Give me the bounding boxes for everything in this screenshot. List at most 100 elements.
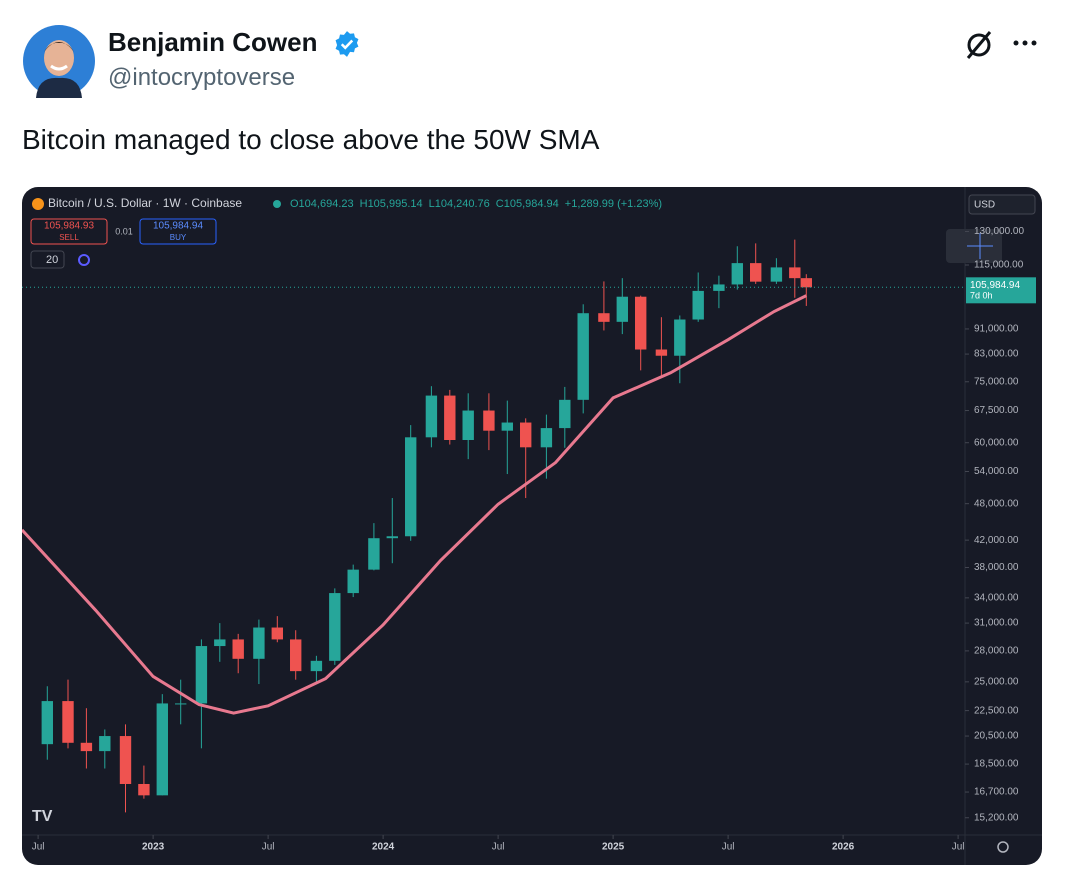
y-tick-label: 75,000.00 — [974, 376, 1019, 387]
x-tick-label: 2025 — [602, 842, 625, 853]
y-tick-label: 31,000.00 — [974, 618, 1019, 629]
candle-body — [692, 290, 704, 320]
verified-badge — [335, 31, 359, 57]
candle-body — [195, 646, 208, 704]
candle-body — [770, 267, 783, 282]
grok-icon[interactable] — [962, 28, 996, 62]
ohlc: O104,694.23 H105,995.14 L104,240.76 C105,98… — [290, 198, 662, 210]
candle-body — [501, 422, 513, 431]
x-tick-label: Jul — [262, 842, 275, 853]
candle-body — [386, 536, 398, 539]
candle-body — [138, 783, 150, 796]
candle-body — [368, 538, 380, 570]
last-price-label: 105,984.94 — [970, 280, 1020, 291]
y-tick-label: 91,000.00 — [974, 324, 1019, 335]
buy-price: 105,984.94 — [153, 221, 203, 232]
candle-body — [80, 742, 93, 752]
y-tick-label: 60,000.00 — [974, 437, 1019, 448]
x-tick-label: Jul — [952, 842, 965, 853]
author-handle[interactable]: @intocryptoverse — [108, 64, 296, 91]
buy-button[interactable] — [139, 218, 217, 245]
sell-button[interactable] — [30, 218, 108, 245]
candle-body — [444, 395, 456, 440]
y-tick-label: 83,000.00 — [974, 349, 1019, 360]
candle-body — [62, 701, 74, 743]
sell-price: 105,984.93 — [44, 221, 94, 232]
candle-body — [41, 701, 53, 745]
y-tick-label: 42,000.00 — [974, 535, 1019, 546]
indicator-toggle[interactable] — [30, 250, 65, 269]
x-tick-label: Jul — [722, 842, 735, 853]
candle-body — [520, 422, 532, 448]
candle-body — [329, 593, 341, 661]
candle-body — [635, 296, 647, 350]
more-icon[interactable] — [1010, 36, 1042, 50]
candle-body — [232, 639, 244, 659]
y-tick-label: 16,700.00 — [974, 787, 1019, 798]
x-tick-label: 2023 — [142, 842, 165, 853]
candle-body — [347, 569, 359, 594]
ohlc-value: C105,984.94 — [496, 198, 559, 210]
candle-body — [800, 278, 812, 288]
y-tick-label: 115,000.00 — [974, 260, 1024, 271]
candle-body — [616, 296, 628, 322]
y-tick-label: 20,500.00 — [974, 731, 1019, 742]
countdown: 7d 0h — [970, 291, 993, 301]
candle-body — [750, 263, 762, 282]
ohlc-value: L104,240.76 — [429, 198, 490, 210]
x-tick-label: Jul — [32, 842, 45, 853]
crosshair-icon — [967, 233, 993, 259]
candle-body — [156, 703, 168, 796]
ohlc-value: H105,995.14 — [360, 198, 423, 210]
candle-body — [540, 428, 553, 448]
buy-label: BUY — [170, 233, 187, 242]
y-tick-label: 34,000.00 — [974, 592, 1019, 603]
ohlc-value: O104,694.23 — [290, 198, 354, 210]
candle-body — [425, 395, 438, 438]
last-price-box — [966, 277, 1036, 304]
change: +1,289.99 (+1.23%) — [565, 198, 662, 210]
y-tick-label: 22,500.00 — [974, 705, 1019, 716]
sma-line — [22, 294, 807, 715]
candle-body — [598, 313, 610, 322]
candle-body — [731, 263, 743, 285]
candle-body — [559, 399, 571, 429]
candle-body — [405, 437, 417, 537]
y-tick-label: 67,500.00 — [974, 405, 1019, 416]
chart-card[interactable]: Bitcoin / U.S. Dollar · 1W · Coinbase O1… — [22, 187, 1042, 865]
y-tick-label: 28,000.00 — [974, 646, 1019, 657]
candle-body — [175, 703, 187, 705]
spread: 0.01 — [115, 226, 133, 236]
tv-logo: TV — [32, 808, 53, 825]
candle-body — [310, 660, 323, 672]
candle-body — [789, 267, 801, 279]
candle-body — [271, 627, 283, 640]
candle-body — [483, 410, 495, 431]
author-name[interactable]: Benjamin Cowen — [108, 27, 318, 57]
sell-label: SELL — [59, 233, 79, 242]
avatar[interactable] — [22, 24, 96, 98]
candle-body — [674, 319, 686, 356]
indicator-icon — [78, 254, 90, 266]
candle-body — [290, 639, 302, 672]
indicator-count: 20 — [46, 254, 58, 266]
y-tick-label: 130,000.00 — [974, 226, 1024, 237]
status-dot — [273, 200, 281, 208]
symbol: Bitcoin / U.S. Dollar · 1W · Coinbase — [48, 196, 242, 210]
btc-icon — [32, 198, 44, 210]
candle-body — [99, 736, 111, 752]
x-tick-label: Jul — [492, 842, 505, 853]
y-tick-label: 38,000.00 — [974, 562, 1019, 573]
chart: Bitcoin / U.S. Dollar · 1W · Coinbase O1… — [22, 187, 1042, 865]
settings-icon[interactable] — [997, 841, 1009, 853]
candle-body — [253, 627, 265, 659]
tweet-text: Bitcoin managed to close above the 50W S… — [22, 124, 600, 155]
y-tick-label: 25,000.00 — [974, 676, 1019, 687]
y-tick-label: 18,500.00 — [974, 759, 1019, 770]
currency: USD — [974, 200, 995, 211]
x-tick-label: 2024 — [372, 842, 395, 853]
currency-select[interactable] — [968, 194, 1036, 215]
candle-body — [214, 639, 226, 647]
candle-body — [462, 410, 474, 440]
